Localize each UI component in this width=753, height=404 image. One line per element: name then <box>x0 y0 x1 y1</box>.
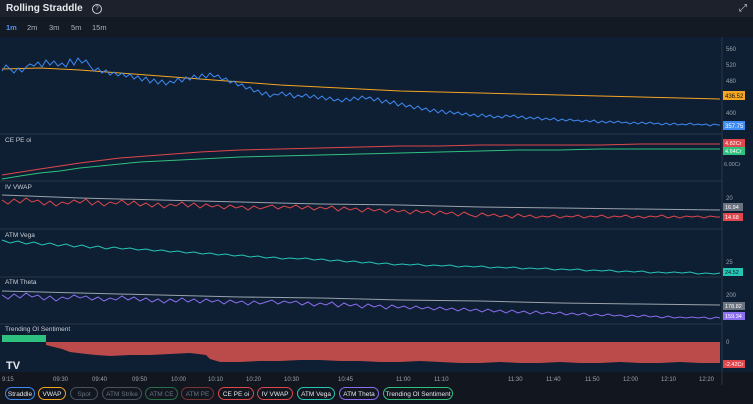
trending-oi-pane: Trending OI Sentiment 0 -2.42Cr TV <box>2 326 745 372</box>
vega-value: 24.52 <box>725 270 739 276</box>
legend-ce-pe-oi[interactable]: CE PE oi <box>218 387 254 400</box>
y-tick: 20 <box>726 196 733 202</box>
atm-vega-pane: ATM Vega 25 24.52 <box>1 232 743 276</box>
time-axis: 9:15 09:30 09:40 09:50 10:00 10:10 10:20… <box>2 377 715 383</box>
vwap-price-tag <box>723 91 745 100</box>
y-tick: 25 <box>726 260 733 266</box>
time-tick: 09:50 <box>132 377 148 383</box>
question-circle-icon[interactable]: ? <box>92 4 102 14</box>
pane-label: Trending OI Sentiment <box>5 326 70 333</box>
straddle-value: 357.75 <box>725 124 744 130</box>
time-tick: 09:40 <box>92 377 108 383</box>
time-tick: 11:30 <box>508 377 523 383</box>
theta-vwap-price-tag <box>723 302 745 310</box>
theta-vwap-value: 178.82 <box>725 304 742 310</box>
time-tick: 10:10 <box>208 377 224 383</box>
ce-oi-price-tag <box>723 139 745 147</box>
legend-iv-vwap[interactable]: IV VWAP <box>257 387 293 400</box>
pane-label: CE PE oi <box>5 137 31 144</box>
app-title: Rolling Straddle <box>6 3 83 14</box>
y-tick: 520 <box>726 63 737 69</box>
timeframe-3m[interactable]: 3m <box>49 23 60 32</box>
y-tick: 560 <box>726 47 737 53</box>
y-tick: 480 <box>726 79 737 85</box>
y-tick: 200 <box>726 293 737 299</box>
time-tick: 10:20 <box>246 377 262 383</box>
tradingview-logo-icon: TV <box>6 360 21 372</box>
y-tick: 400 <box>726 111 737 117</box>
trending-oi-value: -2.42Cr <box>725 362 744 368</box>
straddle-price-tag <box>723 121 745 130</box>
time-tick: 11:00 <box>396 377 411 383</box>
legend-atm-strike[interactable]: ATM Strike <box>102 387 142 400</box>
y-tick: 6.00Cr <box>724 162 741 168</box>
ce-oi-line <box>1 143 720 176</box>
time-tick: 10:00 <box>171 377 187 383</box>
pe-oi-price-tag <box>723 147 745 155</box>
legend-trending-oi-sentiment[interactable]: Trending OI Sentiment <box>383 387 453 400</box>
legend-atm-vega[interactable]: ATM Vega <box>297 387 335 400</box>
timeframe-1m[interactable]: 1m <box>6 23 17 32</box>
legend-atm-ce[interactable]: ATM CE <box>145 387 178 400</box>
iv-vwap-value: 16.94 <box>725 205 739 211</box>
time-tick: 09:30 <box>53 377 69 383</box>
legend-spot[interactable]: Spot <box>70 387 98 400</box>
title-bar: Rolling Straddle ? ⤢ <box>0 0 753 17</box>
time-tick: 12:00 <box>623 377 639 383</box>
iv-line <box>1 197 720 219</box>
vega-price-tag <box>723 268 743 276</box>
iv-vwap-pane: IV VWAP 20 16.94 14.68 <box>1 184 743 221</box>
legend-atm-pe[interactable]: ATM PE <box>181 387 214 400</box>
legend-bar: Straddle VWAP Spot ATM Strike ATM CE ATM… <box>0 385 753 404</box>
y-tick: 0 <box>726 340 730 346</box>
positive-sentiment-area <box>2 335 46 342</box>
time-tick: 11:10 <box>434 377 449 383</box>
vega-line <box>1 239 721 275</box>
straddle-pane: 560 520 480 400 436.52 357.75 <box>1 47 745 130</box>
atm-theta-pane: ATM Theta 200 178.82 159.34 <box>1 279 745 320</box>
legend-atm-theta[interactable]: ATM Theta <box>339 387 379 400</box>
time-tick: 11:50 <box>585 377 600 383</box>
chart-area[interactable]: 560 520 480 400 436.52 357.75 CE PE oi 6… <box>0 37 753 385</box>
vwap-line <box>1 67 721 100</box>
theta-vwap-line <box>1 290 721 306</box>
negative-sentiment-area <box>46 342 720 363</box>
timeframe-5m[interactable]: 5m <box>71 23 82 32</box>
theta-line <box>1 292 721 320</box>
time-tick: 10:45 <box>338 377 354 383</box>
iv-price-tag <box>723 213 743 221</box>
pe-oi-value: 4.64Cr <box>725 149 742 155</box>
timeframe-15m[interactable]: 15m <box>92 23 107 32</box>
legend-straddle[interactable]: Straddle <box>5 387 35 400</box>
ce-oi-value: 4.82Cr <box>725 141 742 147</box>
timeframe-toolbar: 1m 2m 3m 5m 15m <box>0 17 753 37</box>
time-tick: 12:10 <box>661 377 677 383</box>
time-tick: 9:15 <box>2 377 14 383</box>
legend-vwap[interactable]: VWAP <box>38 387 66 400</box>
pane-label: ATM Vega <box>5 232 35 239</box>
iv-value: 14.68 <box>725 215 739 221</box>
theta-price-tag <box>723 312 745 320</box>
time-tick: 12:20 <box>699 377 715 383</box>
timeframe-2m[interactable]: 2m <box>27 23 38 32</box>
straddle-price-line <box>1 57 720 127</box>
theta-value: 159.34 <box>725 314 742 320</box>
expand-arrows-icon[interactable]: ⤢ <box>739 3 747 14</box>
pe-oi-line <box>1 148 720 180</box>
chart-svg[interactable]: 560 520 480 400 436.52 357.75 CE PE oi 6… <box>0 37 753 385</box>
trending-oi-price-tag <box>723 360 745 368</box>
iv-vwap-price-tag <box>723 203 743 211</box>
time-tick: 10:30 <box>284 377 300 383</box>
iv-vwap-line <box>1 194 721 211</box>
vwap-value: 436.52 <box>725 94 744 100</box>
time-tick: 11:40 <box>546 377 561 383</box>
ce-pe-oi-pane: CE PE oi 6.00Cr 4.82Cr 4.64Cr <box>1 137 745 180</box>
pane-label: ATM Theta <box>5 279 37 286</box>
pane-label: IV VWAP <box>5 184 32 191</box>
